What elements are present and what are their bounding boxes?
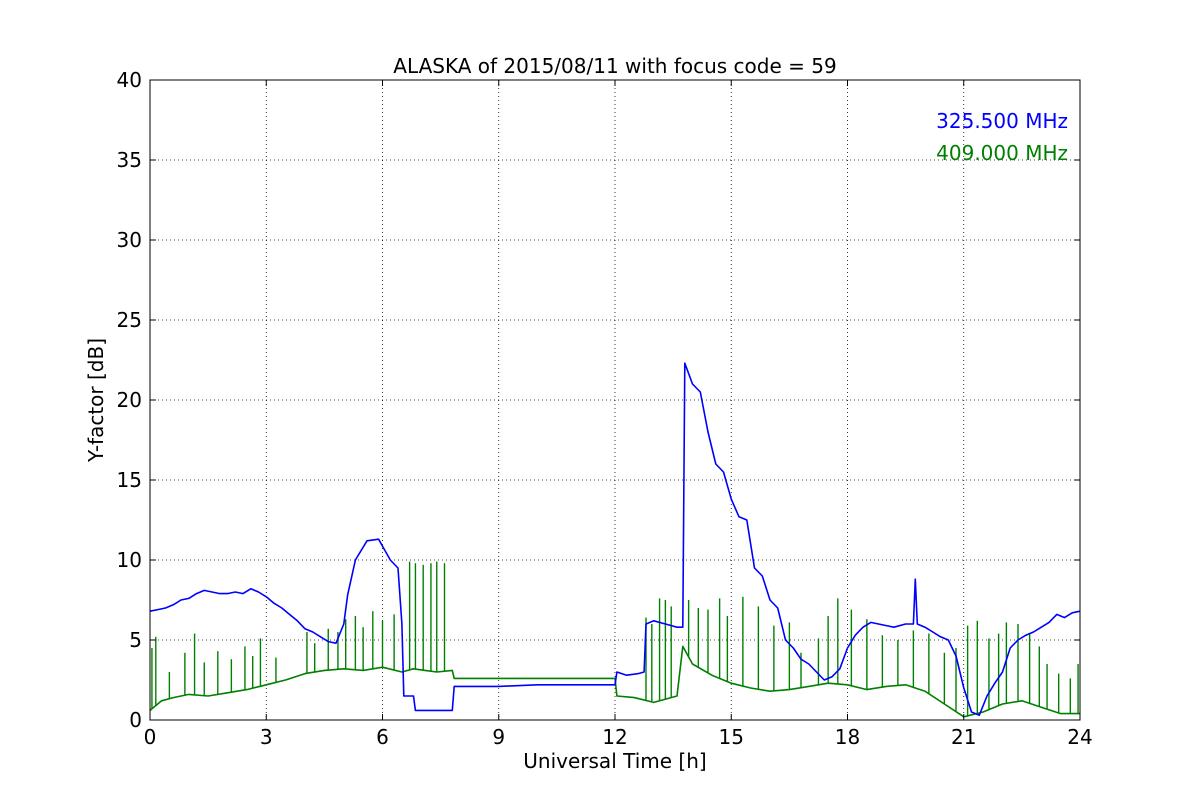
y-tick-label: 5 [129,628,142,652]
x-tick-label: 21 [951,725,976,749]
chart-title: ALASKA of 2015/08/11 with focus code = 5… [393,54,836,78]
y-tick-label: 10 [117,548,142,572]
x-tick-label: 9 [492,725,505,749]
legend: 325.500 MHz 409.000 MHz [936,109,1068,165]
x-axis-label: Universal Time [h] [523,749,706,773]
y-tick-label: 40 [117,68,142,92]
y-tick-label: 20 [117,388,142,412]
y-tick-label: 15 [117,468,142,492]
y-tick-label: 35 [117,148,142,172]
x-tick-label: 0 [144,725,157,749]
x-tick-label: 3 [260,725,273,749]
x-tick-label: 6 [376,725,389,749]
y-tick-label: 30 [117,228,142,252]
ticks: 0 3 6 9 12 15 18 21 24 0 5 10 15 20 25 30 35 40 [117,68,1093,749]
y-tick-label: 25 [117,308,142,332]
x-tick-label: 24 [1067,725,1092,749]
x-tick-label: 18 [835,725,860,749]
x-tick-label: 15 [719,725,744,749]
x-tick-label: 12 [602,725,627,749]
series-layer [149,362,1081,718]
series-line-0 [149,362,1081,717]
grid [150,80,1080,720]
legend-entry-0: 325.500 MHz [936,109,1068,133]
y-axis-label: Y-factor [dB] [84,338,108,463]
legend-entry-1: 409.000 MHz [936,141,1068,165]
y-tick-label: 0 [129,708,142,732]
series-line-1 [149,645,1080,718]
